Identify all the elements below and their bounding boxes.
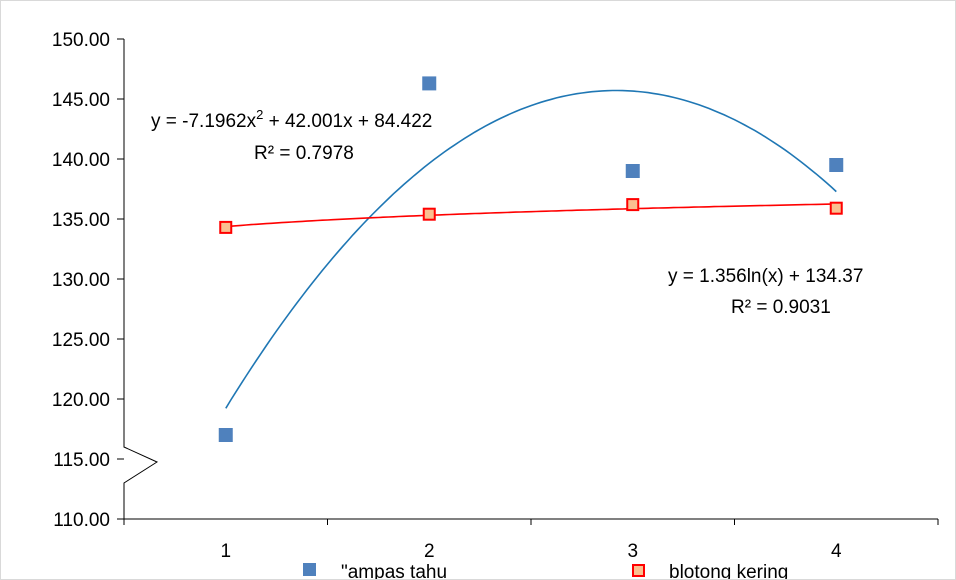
point-ampas-tahu [422,76,437,91]
log-equation: y = 1.356ln(x) + 134.37 [668,266,863,287]
log-trendline-label: y = 1.356ln(x) + 134.37 R² = 0.9031 [668,266,863,318]
y-tick-label: 120.00 [52,390,110,411]
poly-equation: y = -7.1962x2 + 42.001x + 84.422 [151,107,432,132]
y-tick-label: 115.00 [53,450,110,471]
y-tick-label: 130.00 [52,270,110,291]
y-tick-label: 110.00 [53,510,110,531]
x-tick-label: 2 [424,541,435,562]
legend: "ampas tahu blotong kering [303,562,788,579]
point-blotong-kering [219,220,233,234]
axes-layer: 110.00 115.00 120.00 125.00 130.00 135.00 140.… [52,30,939,562]
point-ampas-tahu [218,428,233,442]
trendlines-layer [225,89,837,409]
y-tick-label: 125.00 [52,330,110,351]
point-ampas-tahu [829,158,844,172]
log-r-squared: R² = 0.9031 [731,297,831,318]
legend-marker-blotong-kering [632,564,645,577]
point-blotong-kering [829,201,843,215]
y-axis-break [123,404,159,498]
point-blotong-kering [422,207,436,221]
x-tick-label: 4 [831,541,842,562]
point-blotong-kering [626,198,640,212]
legend-label-blotong-kering: blotong kering [669,562,788,579]
x-tick-label: 1 [220,541,231,562]
legend-label-ampas-tahu: "ampas tahu [341,562,447,579]
point-ampas-tahu [625,164,640,178]
legend-marker-ampas-tahu [303,563,316,576]
y-tick-label: 140.00 [52,150,110,171]
log-trendline [225,203,837,228]
y-tick-label: 135.00 [52,210,110,231]
y-tick-label: 145.00 [52,90,110,111]
poly-r-squared: R² = 0.7978 [254,143,354,164]
x-tick-label: 3 [627,541,638,562]
poly-trendline-label: y = -7.1962x2 + 42.001x + 84.422 R² = 0.… [151,107,432,164]
y-tick-label: 150.00 [52,30,110,51]
markers-layer [218,76,844,442]
poly-trendline [225,89,837,409]
